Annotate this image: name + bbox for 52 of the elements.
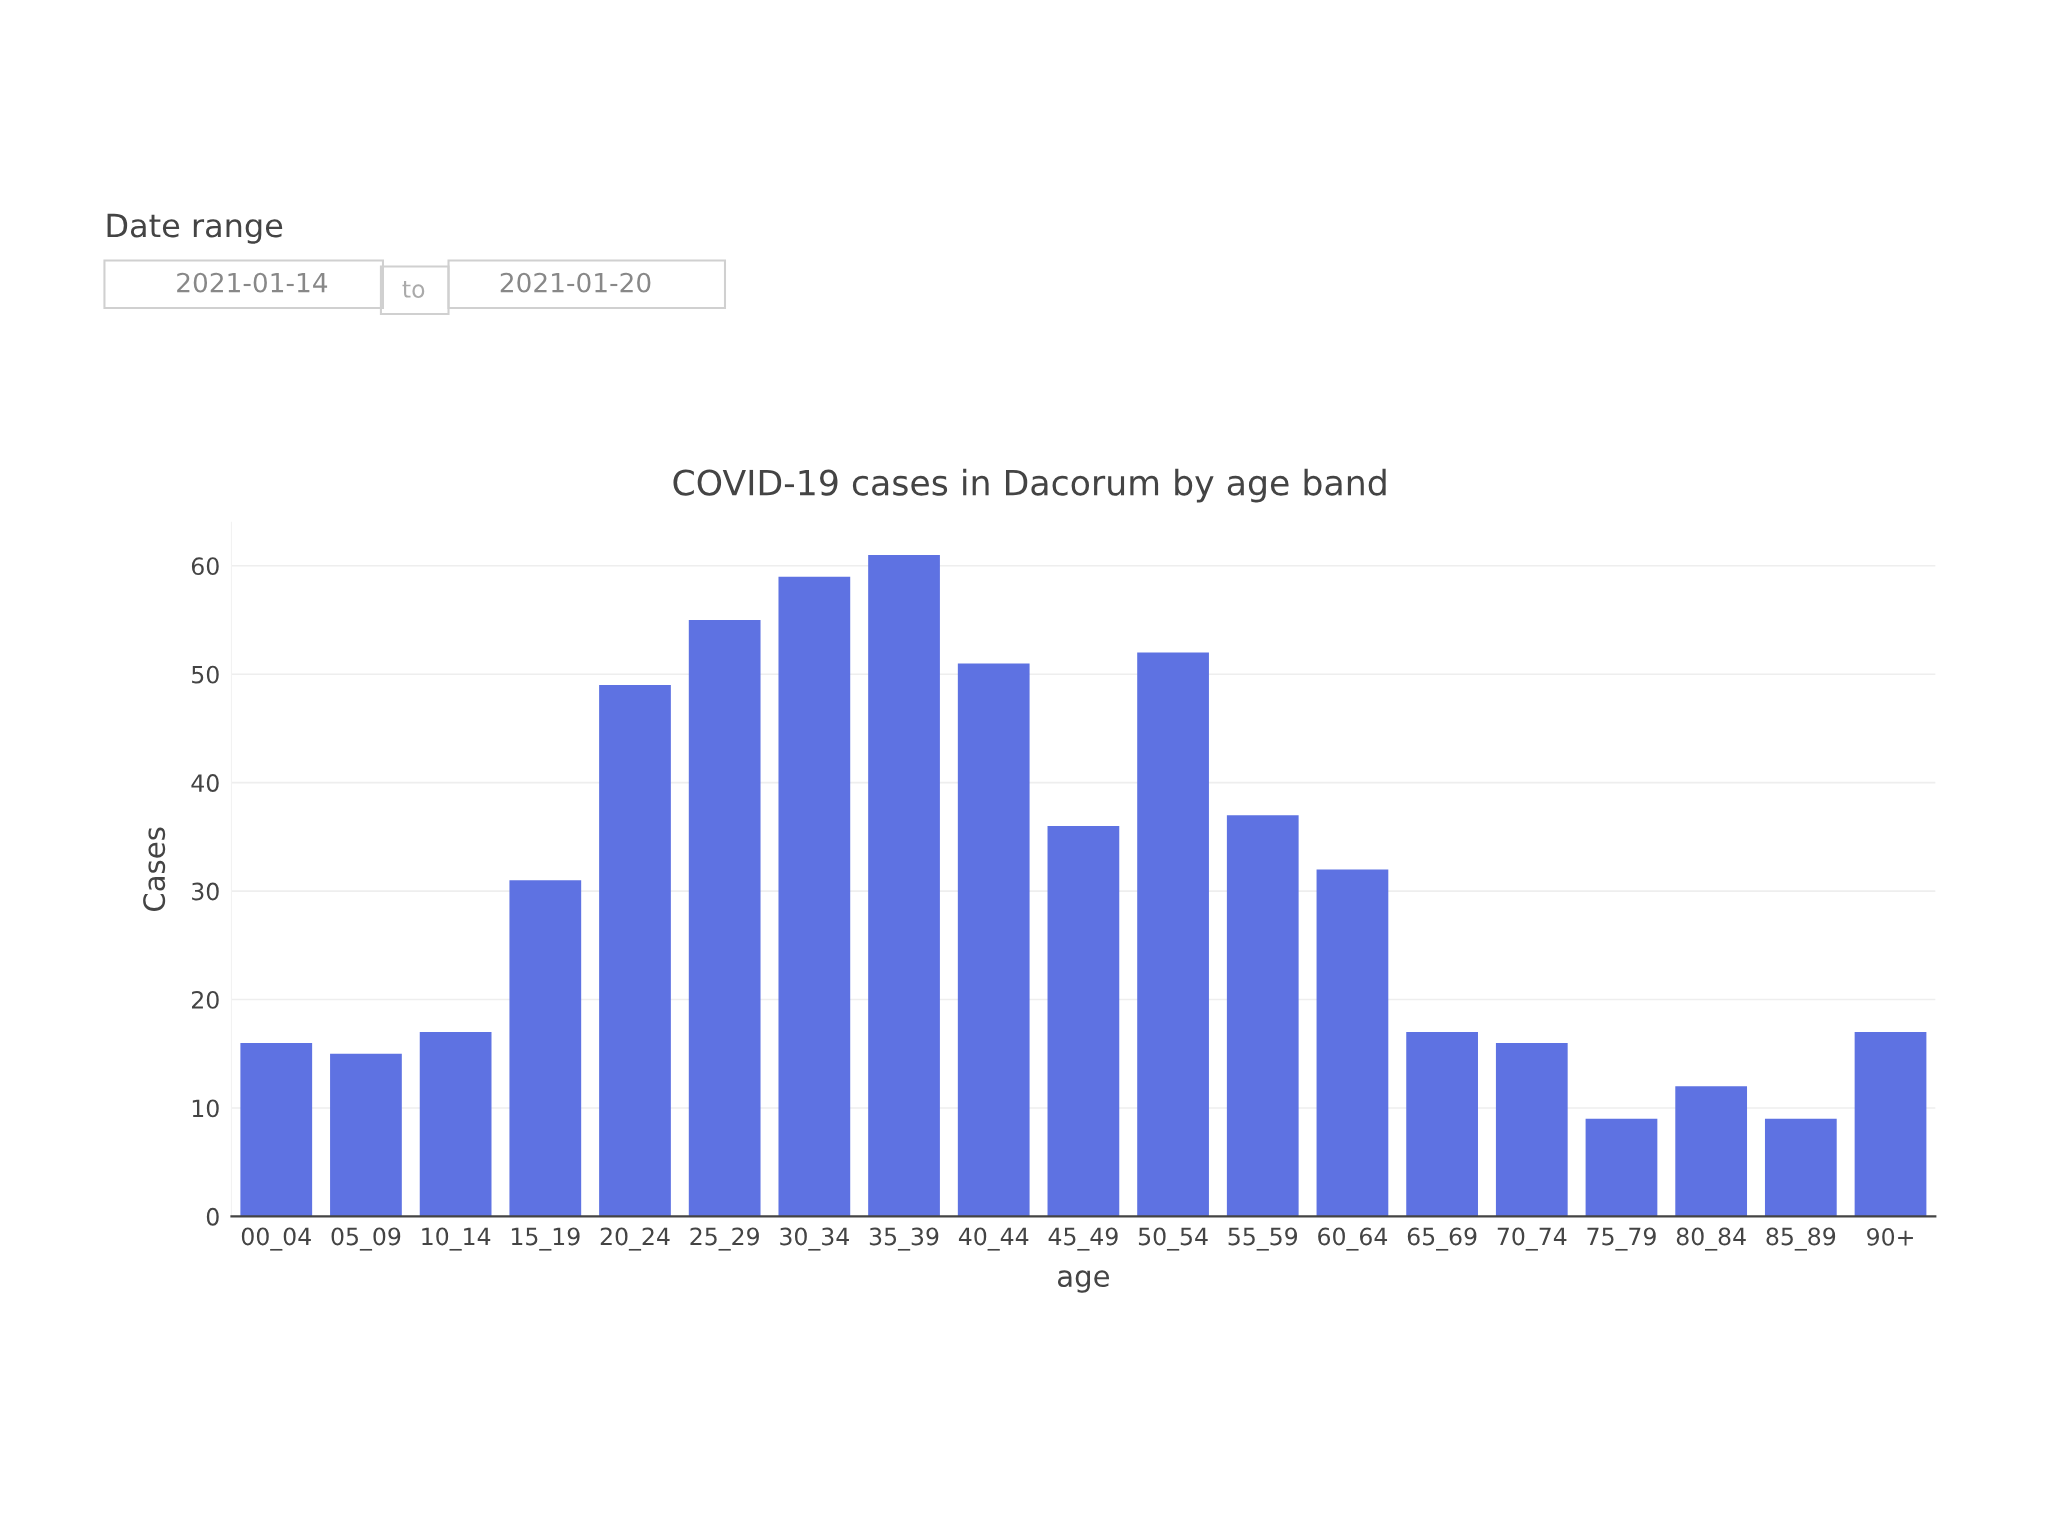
x-tick-label: 35_39 bbox=[869, 1227, 939, 1251]
x-tick-label: 80_84 bbox=[1676, 1227, 1746, 1251]
x-tick-label: 60_64 bbox=[1318, 1227, 1388, 1251]
bar bbox=[1406, 1032, 1478, 1217]
x-tick-label: 90+ bbox=[1867, 1227, 1913, 1246]
bar bbox=[1226, 815, 1299, 1217]
y-axis-title: Cases bbox=[143, 827, 166, 912]
bar bbox=[1585, 1118, 1658, 1217]
bar bbox=[1047, 826, 1120, 1217]
y-tick-label: 40 bbox=[191, 774, 219, 792]
chart-title: COVID-19 cases in Dacorum by age band bbox=[673, 468, 1386, 503]
x-tick-label: 75_79 bbox=[1587, 1227, 1656, 1251]
y-tick-label: 0 bbox=[206, 1207, 219, 1226]
bar bbox=[240, 1042, 313, 1217]
y-tick-label: 60 bbox=[191, 557, 219, 576]
bar bbox=[1137, 652, 1209, 1217]
x-tick-label: 50_54 bbox=[1138, 1227, 1208, 1251]
x-axis-title: age bbox=[1057, 1270, 1109, 1293]
y-tick-label: 20 bbox=[192, 990, 219, 1009]
bar bbox=[957, 663, 1030, 1217]
x-tick-label: 55_59 bbox=[1228, 1227, 1298, 1251]
x-tick-label: 10_14 bbox=[422, 1227, 491, 1251]
y-tick-label: 50 bbox=[192, 665, 219, 684]
text: Date range bbox=[107, 213, 283, 244]
bar bbox=[1764, 1118, 1837, 1217]
x-tick-label: 70_74 bbox=[1497, 1227, 1567, 1251]
bar bbox=[868, 554, 940, 1217]
text: to bbox=[402, 281, 425, 298]
x-tick-label: 00_04 bbox=[241, 1227, 311, 1251]
x-tick-label: 25_29 bbox=[690, 1227, 759, 1251]
x-tick-label: 40_44 bbox=[958, 1227, 1029, 1251]
bar bbox=[509, 880, 582, 1217]
text: 2021-01-20 bbox=[500, 272, 651, 293]
x-tick-label: 30_34 bbox=[780, 1227, 849, 1251]
bar bbox=[330, 1053, 402, 1217]
x-tick-label: 65_69 bbox=[1407, 1227, 1477, 1251]
bar bbox=[1316, 869, 1389, 1217]
x-tick-label: 85_89 bbox=[1766, 1227, 1836, 1251]
y-tick-label: 30 bbox=[192, 882, 219, 901]
x-tick-label: 45_49 bbox=[1048, 1227, 1118, 1251]
x-tick-label: 05_09 bbox=[331, 1227, 401, 1251]
y-tick-label: 10 bbox=[192, 1099, 219, 1118]
x-tick-label: 15_19 bbox=[511, 1227, 580, 1251]
bar bbox=[1495, 1042, 1568, 1217]
bar bbox=[1854, 1032, 1927, 1217]
bar bbox=[688, 620, 761, 1217]
bar bbox=[778, 576, 851, 1217]
x-tick-label: 20_24 bbox=[600, 1227, 670, 1251]
bar bbox=[599, 685, 671, 1217]
bar bbox=[1675, 1086, 1748, 1217]
bar bbox=[419, 1032, 492, 1217]
text: 2021-01-14 bbox=[177, 272, 328, 293]
